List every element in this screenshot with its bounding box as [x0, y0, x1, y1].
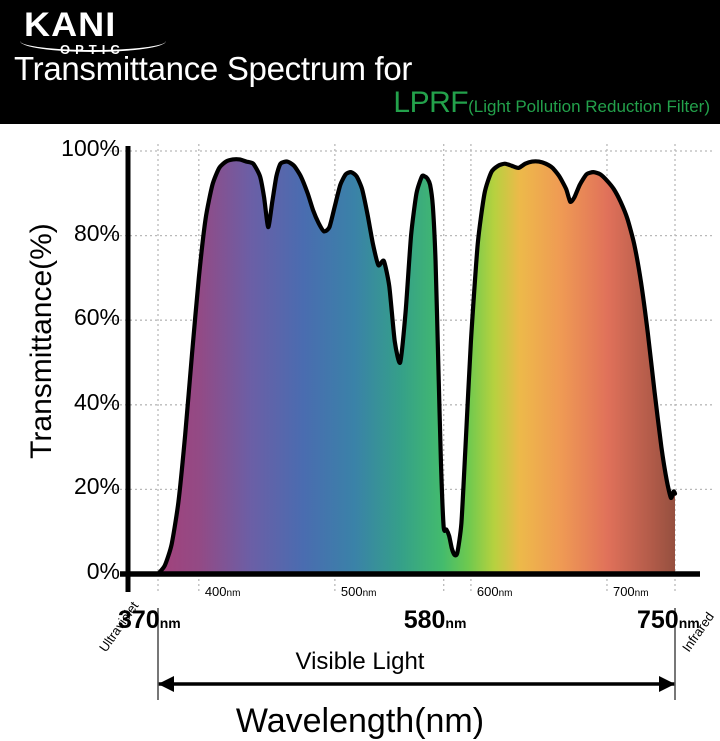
y-tick-label-60: 60%	[73, 304, 120, 331]
x-tick-label-600: 600nm	[476, 584, 513, 599]
page-title: Transmittance Spectrum for	[14, 50, 413, 87]
x-tick-label-400: 400nm	[204, 584, 241, 599]
header-banner: KANI OPTIC Transmittance Spectrum for LP…	[0, 0, 720, 124]
y-tick-label-40: 40%	[73, 388, 120, 415]
brand-logo-underline-swoosh	[20, 41, 166, 52]
brand-logo-subtext: OPTIC	[60, 42, 125, 57]
y-axis-title: Transmittance(%)	[25, 223, 58, 459]
filter-full-name: (Light Pollution Reduction Filter)	[468, 97, 710, 116]
y-tick-label-20: 20%	[73, 473, 120, 500]
x-tick-label-500: 500nm	[340, 584, 377, 599]
spectrum-plot	[110, 144, 715, 700]
y-tick-label-80: 80%	[73, 219, 120, 246]
brand-logo-wordmark: KANI	[24, 6, 117, 44]
visible-light-label: Visible Light	[295, 648, 425, 675]
x-major-label-370: 370nm	[118, 606, 181, 634]
x-tick-label-700: 700nm	[612, 584, 649, 599]
filter-abbreviation: LPRF	[393, 86, 469, 119]
spectrum-gradient-fill	[158, 159, 675, 574]
x-axis-title: Wavelength(nm)	[235, 702, 485, 740]
transmittance-chart: 100% 80% 60% 40% 20% 0% Transmittance(%)…	[0, 124, 720, 740]
transmittance-curve	[155, 157, 678, 577]
y-tick-label-0: 0%	[86, 558, 120, 584]
visible-light-range-arrow	[157, 608, 676, 700]
y-tick-label-100: 100%	[61, 135, 120, 161]
x-major-label-750: 750nm	[637, 606, 700, 634]
page-subtitle: LPRF(Light Pollution Reduction Filter)	[393, 86, 710, 120]
brand-logo: KANI OPTIC	[20, 8, 166, 57]
x-major-label-580: 580nm	[403, 606, 467, 634]
